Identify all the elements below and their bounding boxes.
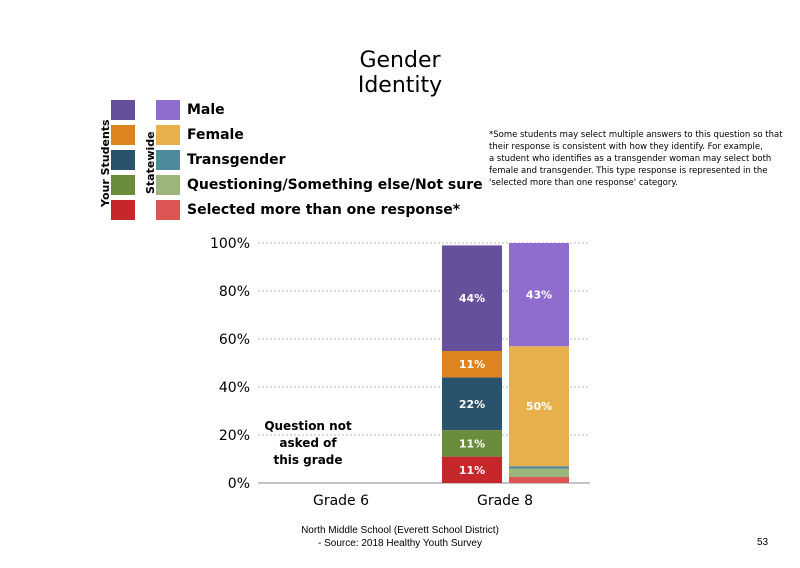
legend-swatch-multiple-state xyxy=(156,200,180,220)
y-tick-label: 100% xyxy=(210,236,250,252)
legend-label-transgender: Transgender xyxy=(187,152,286,168)
y-tick-label: 20% xyxy=(219,428,250,444)
legend-swatch-male-state xyxy=(156,100,180,120)
bar-segment-male xyxy=(442,245,502,351)
data-label: 44% xyxy=(459,292,485,305)
y-tick-label: 60% xyxy=(219,332,250,348)
bar-segment-transgender xyxy=(442,377,502,431)
footnote-line: female and transgender. This type respon… xyxy=(489,166,768,176)
bar-segment-transgender xyxy=(509,466,569,469)
page-number: 53 xyxy=(757,537,769,548)
data-label: 50% xyxy=(526,400,552,413)
legend-label-male: Male xyxy=(187,102,225,118)
data-label: 22% xyxy=(459,398,485,411)
not-asked-note: Question not xyxy=(264,419,352,433)
source-line-survey: - Source: 2018 Healthy Youth Survey xyxy=(318,538,482,549)
bar-segment-female xyxy=(442,351,502,378)
data-label: 11% xyxy=(459,464,485,477)
legend-label-multiple: Selected more than one response* xyxy=(187,202,461,218)
chart-title-line-2: Identity xyxy=(357,73,443,98)
bar-segment-male xyxy=(509,243,569,347)
data-label: 43% xyxy=(526,289,552,302)
legend-swatch-questioning-state xyxy=(156,175,180,195)
legend-swatch-multiple-your xyxy=(111,200,135,220)
not-asked-note: asked of xyxy=(279,436,337,450)
legend-swatch-male-your xyxy=(111,100,135,120)
bar-segment-female xyxy=(509,346,569,467)
legend-swatch-transgender-state xyxy=(156,150,180,170)
chart-title: Gender Identity xyxy=(300,48,500,98)
footnote: *Some students may select multiple answe… xyxy=(489,129,783,189)
data-label: 11% xyxy=(459,358,485,371)
data-label: 11% xyxy=(459,437,485,450)
legend-label-questioning: Questioning/Something else/Not sure xyxy=(187,177,483,193)
x-tick-label: Grade 6 xyxy=(313,493,369,509)
bar-segment-selected-more-than-one-response xyxy=(442,456,502,483)
footnote-line: a student who identifies as a transgende… xyxy=(489,154,772,164)
source-line-school: North Middle School (Everett School Dist… xyxy=(301,525,499,536)
y-tick-label: 0% xyxy=(228,476,250,492)
source-note: North Middle School (Everett School Dist… xyxy=(260,524,540,550)
legend-label-female: Female xyxy=(187,127,244,143)
y-tick-label: 80% xyxy=(219,284,250,300)
footnote-line: *Some students may select multiple answe… xyxy=(489,130,783,140)
legend-swatch-female-your xyxy=(111,125,135,145)
bar-segment-questioning-something-else-not-sure xyxy=(442,430,502,457)
bar-segment-selected-more-than-one-response xyxy=(509,477,569,483)
legend-swatch-questioning-your xyxy=(111,175,135,195)
bar-segment-questioning-something-else-not-sure xyxy=(509,468,569,477)
y-tick-label: 40% xyxy=(219,380,250,396)
legend-swatch-female-state xyxy=(156,125,180,145)
x-tick-label: Grade 8 xyxy=(477,493,533,509)
chart-title-line-1: Gender xyxy=(359,48,441,73)
legend-swatch-transgender-your xyxy=(111,150,135,170)
footnote-line: their response is consistent with how th… xyxy=(489,142,763,152)
not-asked-note: this grade xyxy=(273,453,342,467)
footnote-line: 'selected more than one response' catego… xyxy=(489,178,678,188)
